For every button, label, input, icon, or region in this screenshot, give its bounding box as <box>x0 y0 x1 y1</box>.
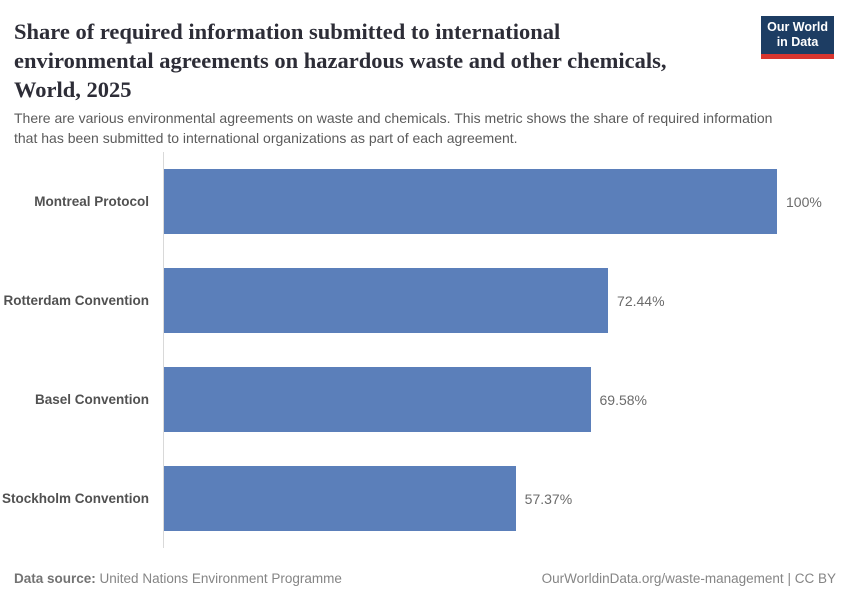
data-source-value: United Nations Environment Programme <box>99 571 342 586</box>
bar-zone: 57.37% <box>164 466 850 531</box>
category-label: Basel Convention <box>34 392 149 407</box>
footer-links: OurWorldinData.org/waste-management | CC… <box>542 570 836 587</box>
chart-title: Share of required information submitted … <box>14 19 667 102</box>
chart-header: Share of required information submitted … <box>0 0 850 148</box>
bar-row: Montreal Protocol 100% <box>0 152 850 251</box>
owid-url-link[interactable]: OurWorldinData.org/waste-management <box>541 571 784 586</box>
value-label: 100% <box>786 193 822 210</box>
bar[interactable] <box>164 169 777 234</box>
footer-separator: | <box>787 571 791 586</box>
category-label: Montreal Protocol <box>34 194 149 209</box>
bar-row: Basel Convention 69.58% <box>0 350 850 449</box>
bar[interactable] <box>164 466 516 531</box>
value-label: 57.37% <box>524 490 573 507</box>
category-label: Stockholm Convention <box>1 491 149 506</box>
bar-zone: 69.58% <box>164 367 850 432</box>
owid-logo-text: Our World in Data <box>767 20 828 49</box>
y-axis-line <box>163 152 164 548</box>
data-source: Data source: United Nations Environment … <box>14 570 342 587</box>
bar[interactable] <box>164 367 591 432</box>
owid-logo[interactable]: Our World in Data <box>761 16 834 59</box>
value-label: 72.44% <box>617 292 665 309</box>
chart-subtitle: There are various environmental agreemen… <box>14 110 773 146</box>
chart-footer: Data source: United Nations Environment … <box>0 570 850 587</box>
bar-row: Rotterdam Convention 72.44% <box>0 251 850 350</box>
bar-row: Stockholm Convention 57.37% <box>0 449 850 548</box>
bar-chart: Montreal Protocol 100% Rotterdam Conventio… <box>0 152 850 548</box>
data-source-label: Data source: <box>14 571 96 586</box>
category-label: Rotterdam Convention <box>3 293 149 308</box>
bar-zone: 100% <box>164 169 850 234</box>
bar-rows: Montreal Protocol 100% Rotterdam Conventio… <box>0 152 850 548</box>
bar[interactable] <box>164 268 609 333</box>
license-link[interactable]: CC BY <box>794 571 836 586</box>
value-label: 69.58% <box>599 391 647 408</box>
bar-zone: 72.44% <box>164 268 850 333</box>
